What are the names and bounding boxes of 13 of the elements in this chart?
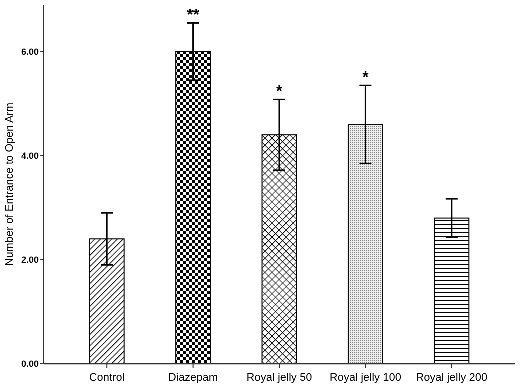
x-tick-label: Royal jelly 200 bbox=[416, 372, 488, 384]
y-tick-label: 6.00 bbox=[21, 46, 39, 57]
x-tick-label: Royal jelly 50 bbox=[246, 372, 312, 384]
annotation: * bbox=[362, 70, 370, 87]
annotation: ** bbox=[187, 7, 200, 24]
x-tick-label: Control bbox=[89, 372, 125, 384]
y-tick-label: 2.00 bbox=[21, 255, 39, 266]
x-tick-label: Diazepam bbox=[168, 372, 218, 384]
y-tick-label: 0.00 bbox=[21, 359, 39, 370]
y-axis-title: Number of Entrance to Open Arm bbox=[4, 102, 16, 266]
x-tick-label: Royal jelly 100 bbox=[330, 372, 402, 384]
annotation: * bbox=[276, 84, 284, 101]
y-tick-label: 4.00 bbox=[21, 151, 39, 162]
